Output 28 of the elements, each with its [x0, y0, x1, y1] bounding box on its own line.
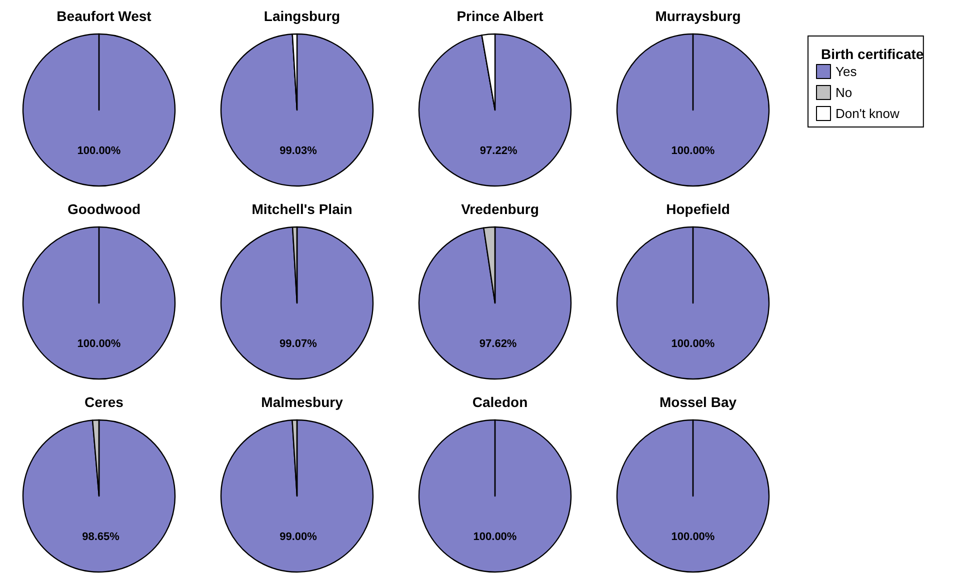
chart-title: Malmesbury: [261, 394, 344, 410]
legend-label: Yes: [836, 64, 858, 79]
data-label: 97.22%: [480, 144, 518, 157]
chart-title: Mossel Bay: [659, 394, 737, 410]
chart-title: Vredenburg: [461, 201, 539, 217]
data-label: 97.62%: [479, 338, 517, 350]
data-label: 100.00%: [671, 338, 715, 350]
chart-title: Mitchell's Plain: [252, 201, 352, 217]
data-label: 100.00%: [473, 531, 517, 543]
data-label: 99.00%: [280, 530, 318, 543]
chart-title: Prince Albert: [456, 8, 544, 24]
chart-title: Hopefield: [666, 201, 730, 217]
chart-title: Laingsburg: [264, 8, 340, 24]
legend-label: No: [836, 85, 852, 100]
legend-title: Birth certificate: [821, 46, 924, 62]
data-label: 98.65%: [82, 530, 120, 543]
chart-title: Beaufort West: [56, 8, 152, 24]
chart-title: Ceres: [84, 394, 124, 410]
data-label: 100.00%: [671, 531, 715, 543]
data-label: 100.00%: [671, 145, 715, 157]
data-label: 100.00%: [77, 145, 121, 157]
data-label: 99.07%: [280, 338, 318, 350]
chart-title: Caledon: [472, 394, 528, 410]
data-label: 99.03%: [280, 144, 318, 157]
legend-label: Don't know: [836, 106, 900, 121]
data-label: 100.00%: [77, 338, 121, 350]
chart-title: Murraysburg: [655, 8, 741, 24]
chart-title: Goodwood: [67, 201, 141, 217]
